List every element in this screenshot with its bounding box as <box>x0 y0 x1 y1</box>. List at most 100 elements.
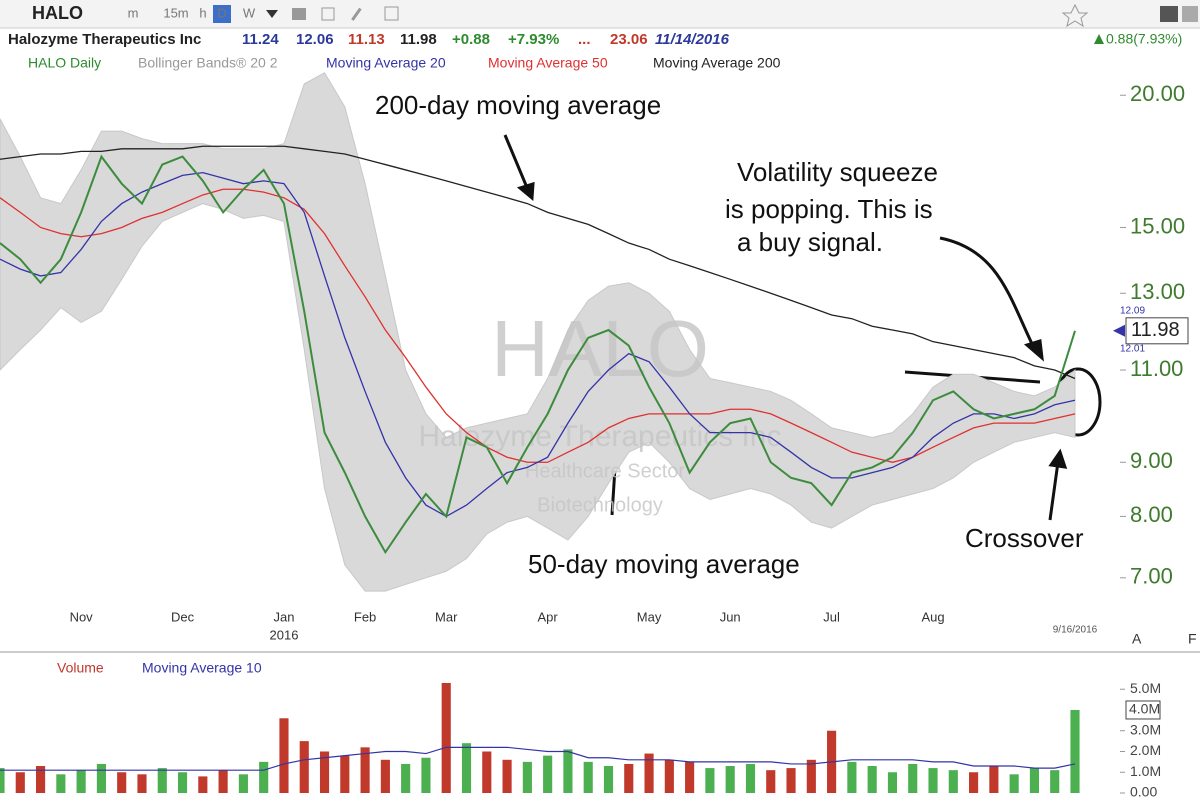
volume-bar <box>766 770 776 793</box>
annotation: a buy signal. <box>737 227 883 257</box>
side-mark: 12.09 <box>1120 305 1145 316</box>
quote-value: +0.88 <box>452 31 490 48</box>
volume-bar <box>989 766 999 793</box>
volume-bar <box>1009 774 1019 793</box>
volume-bar <box>238 774 248 793</box>
symbol: HALO <box>32 3 83 23</box>
volume-bar <box>177 772 188 793</box>
volume-bar <box>969 772 979 793</box>
annotation: 200-day moving average <box>375 90 661 120</box>
volume-bar <box>725 766 735 793</box>
y-tick-label: 20.00 <box>1130 81 1185 106</box>
y-tick-label: 8.00 <box>1130 502 1173 527</box>
side-mark: 12.01 <box>1120 343 1145 354</box>
active-interval[interactable] <box>213 5 231 23</box>
volume-bar <box>56 774 66 793</box>
legend-entry: Volume <box>57 660 104 676</box>
volume-bar <box>502 759 512 793</box>
y-tick-label: 5.0M <box>1130 680 1161 696</box>
annotation: Crossover <box>965 523 1084 553</box>
volume-bar <box>299 741 309 793</box>
volume-bar <box>96 763 106 793</box>
legend-entry: Moving Average 200 <box>653 55 781 71</box>
x-tick-label: Apr <box>538 609 559 624</box>
annotation: Volatility squeeze <box>737 157 938 187</box>
volume-bar <box>340 755 350 793</box>
legend-entry: Bollinger Bands® 20 2 <box>138 55 278 71</box>
volume-bar <box>15 772 25 793</box>
x-tick-label: Feb <box>354 609 376 624</box>
volume-bar <box>76 770 86 793</box>
volume-bar <box>563 749 573 793</box>
volume-bar <box>887 772 898 793</box>
legend-entry: Moving Average 20 <box>326 55 446 71</box>
volume-bar <box>259 761 269 793</box>
interval[interactable]: m <box>128 5 139 20</box>
x-tick-label: Aug <box>921 609 944 624</box>
volume-bar <box>664 759 674 793</box>
volume-bar <box>644 753 654 793</box>
volume-bar <box>928 768 938 793</box>
moving-average-line <box>0 171 1076 518</box>
volume-bar <box>624 763 634 793</box>
volume-bar <box>786 768 796 793</box>
volume-bar <box>806 759 816 793</box>
side-label: A <box>1132 631 1142 647</box>
volume-bar <box>847 761 857 793</box>
volume-bar <box>685 761 695 793</box>
x-tick-label: Nov <box>70 609 94 624</box>
legend-entry: Moving Average 10 <box>142 660 262 676</box>
interval[interactable]: h <box>199 5 206 20</box>
moving-average-line <box>0 145 1076 380</box>
y-tick-label: 3.0M <box>1130 721 1161 737</box>
watermark: Healthcare Sector <box>525 460 685 482</box>
x-tick-label: Dec <box>171 609 195 624</box>
volume-bar <box>522 761 532 793</box>
volume-bar <box>583 761 593 793</box>
volume-bar <box>482 751 492 793</box>
legend-entry: Moving Average 50 <box>488 55 608 71</box>
x-tick-label: Mar <box>435 609 458 624</box>
y-tick-label: 15.00 <box>1130 213 1185 238</box>
quote-value: 12.06 <box>296 31 334 48</box>
x-tick-label: Jan <box>273 609 294 624</box>
y-tick-label: 1.0M <box>1130 763 1161 779</box>
volume-bar <box>948 770 958 793</box>
interval[interactable]: W <box>243 5 256 20</box>
interval[interactable]: D <box>217 5 226 20</box>
volume-bar <box>319 751 330 793</box>
volume-bar <box>1070 709 1080 793</box>
quote-value: +7.93% <box>508 31 559 48</box>
toolbar <box>0 0 1200 28</box>
volume-bar <box>380 759 390 793</box>
volume-bar <box>198 776 208 793</box>
volume-bar <box>745 763 756 793</box>
volume-bar <box>117 772 127 793</box>
change: 0.88(7.93%) <box>1106 31 1182 47</box>
x-sublabel: 2016 <box>270 627 299 642</box>
interval[interactable]: 15m <box>163 5 188 20</box>
volume-bar <box>36 766 46 793</box>
volume-bar <box>0 768 5 793</box>
toolbar-icons[interactable] <box>292 3 1198 28</box>
volume-bar <box>157 768 167 793</box>
legend-entry: HALO Daily <box>28 55 101 71</box>
volume-bar <box>543 755 553 793</box>
interval-dropdown[interactable] <box>266 10 278 18</box>
quote-value: 11.98 <box>400 31 437 48</box>
quote-value: 23.06 <box>610 31 648 48</box>
volume-bar <box>908 763 918 793</box>
volume-bar <box>360 747 370 793</box>
last-value-label: 11.98 <box>1131 319 1180 341</box>
volume-bar <box>867 766 877 793</box>
y-tick-label: 9.00 <box>1130 448 1173 473</box>
x-tick-label: Jul <box>823 609 840 624</box>
volume-bar <box>1050 770 1060 793</box>
annotation: 50-day moving average <box>528 549 800 579</box>
watermark: Halozyme Therapeutics Inc <box>419 420 782 453</box>
annotation: is popping. This is <box>725 194 933 224</box>
y-tick-label: 13.00 <box>1130 279 1185 304</box>
volume-bar <box>441 683 451 793</box>
y-tick-label: 7.00 <box>1130 564 1173 589</box>
